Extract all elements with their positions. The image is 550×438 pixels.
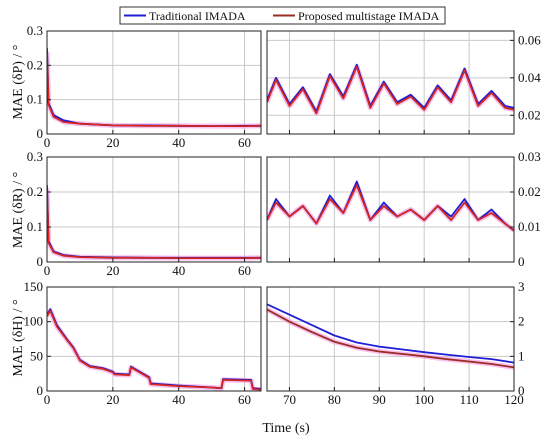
x-tick-label: 20: [106, 263, 119, 278]
y-tick-label: 0: [37, 126, 44, 141]
y-tick-label: 0.02: [518, 184, 541, 199]
series-line-proposed: [47, 51, 261, 127]
series-group: [267, 63, 514, 116]
panel-0-right: 0.02 0.04 0.06: [266, 30, 541, 135]
x-tick-label: 60: [238, 263, 251, 278]
y-tick-label: 0: [518, 383, 525, 398]
series-highlight: [267, 66, 514, 114]
series-group: [47, 308, 261, 391]
x-tick-label: 40: [172, 392, 185, 407]
series-line-proposed: [267, 308, 514, 369]
y-axis-label-p: MAE (δP) / °: [11, 45, 26, 120]
panel-1-left: 0 20 40 60 0 0.1 0.2 0.3: [27, 149, 262, 278]
y-tick-label: 0.1: [27, 92, 43, 107]
series-line-traditional: [47, 308, 261, 390]
series-line-proposed: [47, 188, 261, 260]
y-tick-label: 100: [24, 314, 44, 329]
y-tick-label: 0.3: [27, 149, 43, 164]
x-tick-label: 40: [172, 135, 185, 150]
series-group: [47, 48, 261, 129]
y-tick-label: 0.02: [518, 107, 541, 122]
x-tick-label: 90: [373, 392, 386, 407]
x-tick-label: 60: [238, 392, 251, 407]
y-tick-label: 0: [37, 254, 44, 269]
series-highlight: [47, 51, 261, 127]
series-highlight: [267, 184, 514, 231]
y-tick-label: 0.2: [27, 57, 43, 72]
x-tick-label: 0: [44, 135, 51, 150]
x-tick-label: 20: [106, 392, 119, 407]
series-line-traditional: [47, 48, 261, 127]
series-highlight: [47, 310, 261, 391]
y-tick-label: 150: [24, 279, 44, 294]
x-tick-label: 70: [283, 392, 296, 407]
y-tick-label: 0.06: [518, 32, 541, 47]
y-tick-label: 0.3: [27, 23, 43, 38]
axes-frame: [266, 156, 515, 263]
panel-0-left: 0 20 40 60 0 0.1 0.2 0.3: [27, 23, 262, 150]
series-line-traditional: [47, 184, 261, 259]
y-tick-label: 0.04: [518, 70, 541, 85]
axes-frame: [266, 30, 515, 135]
y-axis-labels: MAE (δP) / ° MAE (δR) / ° MAE (δH) / °: [11, 45, 26, 377]
axes-frame: [46, 156, 262, 263]
y-tick-label: 3: [518, 279, 525, 294]
y-tick-label: 0.01: [518, 219, 541, 234]
y-tick-label: 0: [518, 254, 525, 269]
x-tick-label: 40: [172, 263, 185, 278]
x-tick-label: 80: [328, 392, 341, 407]
y-tick-label: 0: [37, 383, 44, 398]
series-highlight: [47, 188, 261, 259]
x-tick-label: 0: [44, 263, 51, 278]
series-halo: [267, 307, 514, 370]
x-tick-label: 20: [106, 135, 119, 150]
series-halo: [47, 308, 261, 391]
series-line-traditional: [267, 303, 514, 364]
series-group: [267, 180, 514, 233]
axes-frame: [46, 30, 262, 135]
x-tick-label: 120: [504, 392, 524, 407]
panel-1-right: 0 0.01 0.02 0.03: [266, 149, 541, 269]
y-tick-label: 0.1: [27, 219, 43, 234]
legend-label-traditional: Traditional IMADA: [149, 9, 246, 23]
y-tick-label: 0.2: [27, 184, 43, 199]
y-tick-label: 1: [518, 348, 525, 363]
series-halo: [47, 51, 261, 129]
panel-2-left: 0 20 40 60 0 50 100 150: [24, 279, 262, 407]
y-tick-label: 0.03: [518, 149, 541, 164]
x-tick-label: 60: [238, 135, 251, 150]
legend: Traditional IMADA Proposed multistage IM…: [119, 6, 446, 25]
x-axis-label: Time (s): [262, 421, 310, 436]
series-group: [47, 184, 261, 261]
x-tick-label: 0: [44, 392, 51, 407]
axes-frame: [266, 286, 515, 392]
y-axis-label-h: MAE (δH) / °: [11, 299, 26, 376]
x-tick-label: 100: [414, 392, 434, 407]
x-tick-label: 110: [460, 392, 479, 407]
axes-frame: [46, 286, 262, 392]
y-tick-label: 2: [518, 314, 525, 329]
y-tick-label: 50: [30, 348, 43, 363]
series-group: [267, 303, 514, 370]
legend-label-proposed: Proposed multistage IMADA: [298, 9, 440, 23]
series-halo: [47, 188, 261, 261]
y-axis-label-r: MAE (δR) / °: [11, 172, 26, 248]
